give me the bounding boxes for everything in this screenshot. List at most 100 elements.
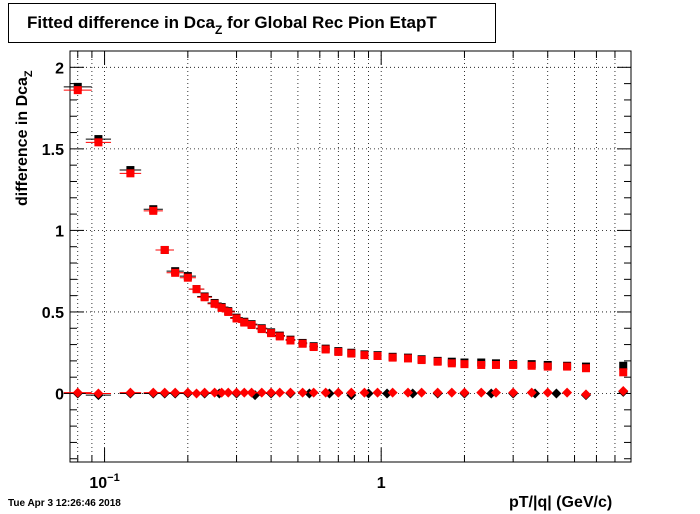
data-point-square bbox=[477, 360, 486, 369]
data-point-square bbox=[334, 347, 343, 356]
x-tick-label: 1 bbox=[377, 475, 386, 492]
data-point-square bbox=[543, 362, 552, 371]
data-point-square bbox=[581, 364, 590, 373]
data-point-diamond bbox=[246, 387, 257, 398]
x-tick-label: 10−1 bbox=[89, 472, 119, 492]
data-point-diamond bbox=[372, 387, 383, 398]
data-point-square bbox=[257, 325, 266, 334]
data-point-square bbox=[210, 299, 219, 308]
y-tick-label: 1 bbox=[55, 223, 64, 240]
data-point-diamond bbox=[432, 387, 443, 398]
data-point-square bbox=[224, 307, 233, 316]
y-axis-label-subscript: Z bbox=[23, 70, 35, 78]
grid-layer bbox=[70, 51, 632, 462]
data-point-square bbox=[563, 362, 572, 371]
data-point-square bbox=[171, 268, 180, 277]
data-point-diamond bbox=[333, 387, 344, 398]
data-point-square bbox=[149, 206, 158, 215]
data-point-diamond bbox=[274, 387, 285, 398]
data-point-square bbox=[347, 349, 356, 358]
y-tick-label: 2 bbox=[55, 60, 64, 77]
y-tick-label: 0 bbox=[55, 387, 64, 404]
data-point-square bbox=[232, 314, 241, 323]
y-tick-label: 0.5 bbox=[42, 305, 64, 322]
data-point-square bbox=[126, 169, 135, 178]
chart-title-tail: for Global Rec Pion EtapT bbox=[222, 13, 437, 32]
data-point-square bbox=[360, 351, 369, 360]
data-point-diamond bbox=[199, 387, 210, 398]
data-point-diamond bbox=[209, 387, 220, 398]
y-axis-label-main: difference in Dca bbox=[14, 77, 31, 206]
x-tick-label-exponent: −1 bbox=[107, 472, 120, 484]
data-point-diamond bbox=[476, 387, 487, 398]
chart-title-main: Fitted difference in Dca bbox=[27, 13, 215, 32]
data-point-diamond bbox=[266, 387, 277, 398]
data-point-square bbox=[183, 273, 192, 282]
data-point-square bbox=[619, 368, 628, 377]
data-point-diamond bbox=[618, 386, 629, 397]
data-point-square bbox=[527, 361, 536, 370]
data-point-diamond bbox=[216, 387, 227, 398]
data-point-diamond bbox=[182, 387, 193, 398]
data-point-diamond bbox=[148, 387, 159, 398]
data-point-diamond bbox=[580, 389, 591, 400]
marks-layer bbox=[63, 82, 629, 401]
y-tick-label: 1.5 bbox=[42, 142, 64, 159]
data-point-diamond bbox=[346, 387, 357, 398]
data-point-diamond bbox=[308, 387, 319, 398]
chart-title: Fitted difference in DcaZ for Global Rec… bbox=[27, 13, 437, 37]
data-point-diamond bbox=[72, 387, 83, 398]
data-point-square bbox=[217, 303, 226, 312]
data-point-diamond bbox=[508, 387, 519, 398]
data-point-square bbox=[321, 345, 330, 354]
data-point-square bbox=[247, 321, 256, 329]
data-point-diamond bbox=[490, 387, 501, 398]
data-point-diamond bbox=[402, 387, 413, 398]
data-point-diamond bbox=[359, 387, 370, 398]
data-point-square bbox=[160, 245, 169, 254]
data-point-diamond bbox=[416, 387, 427, 398]
data-point-square bbox=[509, 360, 518, 369]
data-point-diamond bbox=[446, 387, 457, 398]
data-point-diamond bbox=[239, 387, 250, 398]
data-point-diamond bbox=[223, 387, 234, 398]
data-point-square bbox=[403, 354, 412, 363]
data-point-diamond bbox=[387, 387, 398, 398]
data-point-square bbox=[373, 351, 382, 360]
data-point-square bbox=[286, 336, 295, 345]
data-point-square bbox=[460, 360, 469, 369]
data-point-diamond bbox=[170, 387, 181, 398]
data-point-square bbox=[417, 356, 426, 365]
data-point-square bbox=[94, 138, 103, 147]
timestamp: Tue Apr 3 12:26:46 2018 bbox=[8, 498, 121, 509]
data-point-diamond bbox=[256, 387, 267, 398]
data-point-square bbox=[240, 318, 249, 327]
x-axis-label: pT/|q| (GeV/c) bbox=[509, 494, 613, 511]
data-point-diamond bbox=[125, 387, 136, 398]
data-point-square bbox=[192, 285, 201, 294]
data-point-square bbox=[447, 359, 456, 368]
plot-frame bbox=[69, 50, 632, 463]
data-point-square bbox=[619, 361, 628, 370]
chart-title-box: Fitted difference in DcaZ for Global Rec… bbox=[8, 3, 496, 43]
axis-layer: 0 0.5 1 1.5 2 10−1 1 bbox=[42, 51, 632, 492]
data-point-diamond bbox=[526, 387, 537, 398]
data-point-square bbox=[388, 353, 397, 362]
data-point-diamond bbox=[231, 387, 242, 398]
data-point-square bbox=[433, 357, 442, 366]
data-point-diamond bbox=[542, 387, 553, 398]
chart-title-subscript: Z bbox=[214, 23, 223, 37]
data-point-diamond bbox=[320, 387, 331, 398]
data-point-square bbox=[73, 86, 82, 95]
data-point-square bbox=[267, 329, 276, 338]
data-point-square bbox=[491, 360, 500, 369]
data-point-diamond bbox=[551, 388, 562, 399]
data-point-diamond bbox=[191, 388, 202, 399]
y-axis-label: difference in DcaZ bbox=[14, 70, 35, 206]
data-point-diamond bbox=[159, 387, 170, 398]
data-point-diamond bbox=[93, 388, 104, 399]
data-point-diamond bbox=[459, 387, 470, 398]
data-point-diamond bbox=[562, 387, 573, 398]
data-point-square bbox=[200, 293, 209, 302]
